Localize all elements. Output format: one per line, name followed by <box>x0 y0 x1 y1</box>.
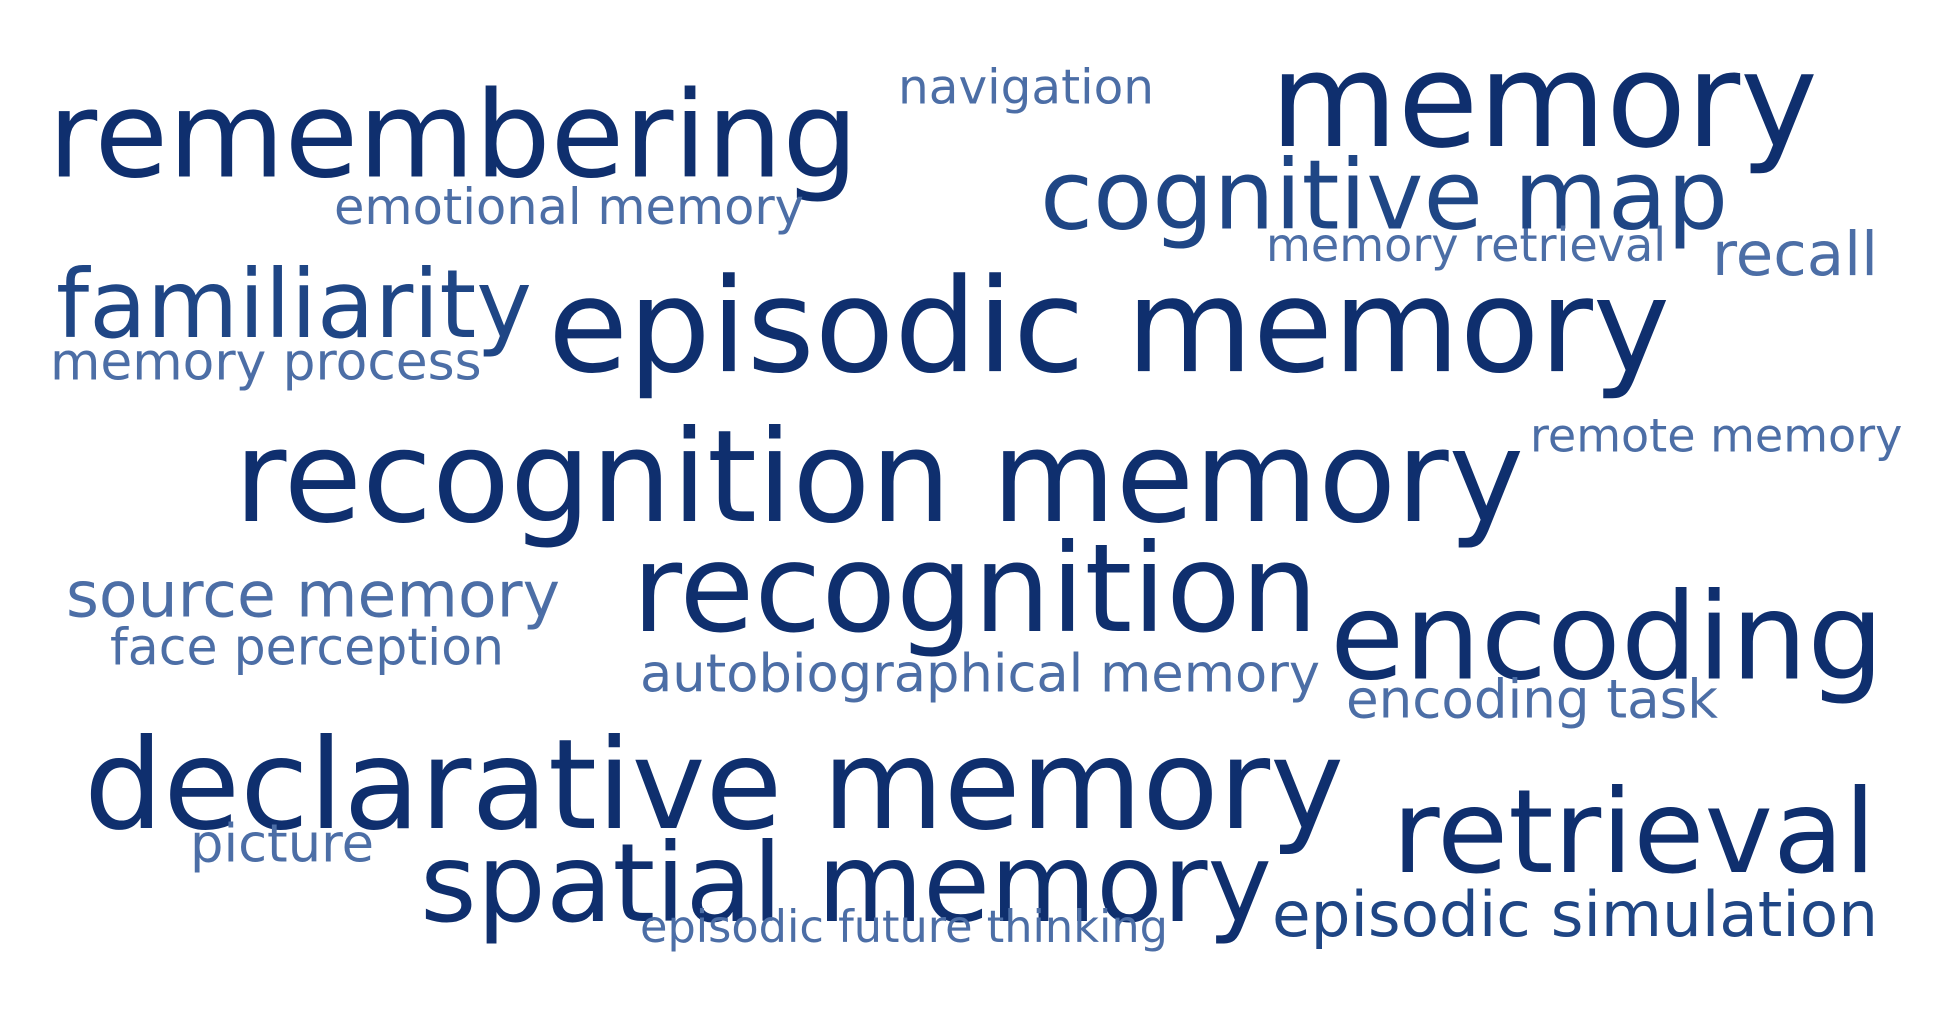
word-source-memory: source memory <box>66 558 561 633</box>
word-cognitive-map: cognitive map <box>1040 139 1729 253</box>
word-navigation: navigation <box>898 58 1154 116</box>
word-episodic-future-thinking: episodic future thinking <box>640 900 1168 953</box>
word-familiarity: familiarity <box>56 250 533 360</box>
word-episodic-simulation: episodic simulation <box>1272 879 1878 952</box>
word-recognition: recognition <box>632 518 1318 660</box>
word-memory-retrieval: memory retrieval <box>1266 217 1667 273</box>
word-declarative-memory: declarative memory <box>84 713 1345 859</box>
word-autobiographical-memory: autobiographical memory <box>640 643 1321 705</box>
word-memory-process: memory process <box>50 331 482 392</box>
word-picture: picture <box>190 813 375 875</box>
word-spatial-memory: spatial memory <box>420 820 1272 948</box>
word-emotional-memory: emotional memory <box>334 178 804 237</box>
word-encoding: encoding <box>1330 567 1884 708</box>
word-episodic-memory: episodic memory <box>548 251 1671 403</box>
word-recall: recall <box>1712 218 1879 291</box>
word-face-perception: face perception <box>110 617 505 677</box>
word-encoding-task: encoding task <box>1346 669 1718 732</box>
word-remote-memory: remote memory <box>1530 409 1903 464</box>
word-memory: memory <box>1270 25 1818 178</box>
word-recognition-memory: recognition memory <box>234 403 1525 552</box>
word-remembering: remembering <box>48 65 859 206</box>
word-retrieval: retrieval <box>1392 764 1876 900</box>
